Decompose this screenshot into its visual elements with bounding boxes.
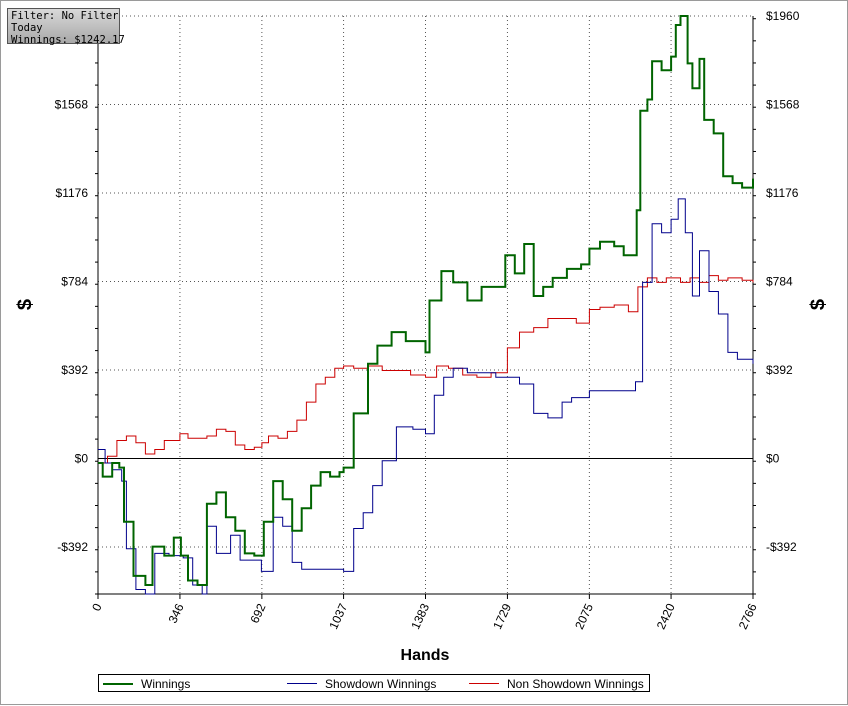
x-tick-label: 1037 xyxy=(326,601,350,631)
y-axis-label-left: $ xyxy=(14,298,37,311)
y-tick-label-left: $1568 xyxy=(55,98,89,112)
x-tick-label: 0 xyxy=(89,601,105,613)
series-lines xyxy=(98,15,754,595)
series-non-showdown-line xyxy=(98,275,754,464)
x-tick-label: 692 xyxy=(247,601,268,625)
legend-swatch-winnings xyxy=(103,682,133,685)
info-box: Filter: No Filter Today Winnings: $1242.… xyxy=(7,8,125,46)
x-tick-label: 2075 xyxy=(572,601,596,631)
x-axis-label: Hands xyxy=(400,647,450,664)
x-tick-label: 2420 xyxy=(654,601,678,631)
legend: Winnings Showdown Winnings Non Showdown … xyxy=(98,674,650,692)
y-tick-label-right: $1568 xyxy=(766,98,800,112)
info-winnings: Winnings: $1242.17 xyxy=(11,34,125,46)
legend-item-winnings: Winnings xyxy=(103,676,190,692)
x-tick-label: 346 xyxy=(165,601,186,625)
legend-swatch-showdown xyxy=(287,683,317,685)
info-filter: Filter: No Filter xyxy=(11,10,119,22)
legend-item-non-showdown: Non Showdown Winnings xyxy=(469,676,644,692)
legend-label-winnings: Winnings xyxy=(141,677,191,691)
x-tick-label: 1729 xyxy=(490,601,514,631)
y-tick-label-right: -$392 xyxy=(766,540,797,554)
y-axis-label-right: $ xyxy=(807,298,830,311)
y-tick-label-left: $784 xyxy=(61,275,88,289)
x-tick-label: 1383 xyxy=(408,601,432,631)
legend-item-showdown: Showdown Winnings xyxy=(287,676,436,692)
y-tick-label-left: $392 xyxy=(61,363,88,377)
y-tick-label-left: $1176 xyxy=(56,186,89,200)
y-tick-label-right: $1176 xyxy=(766,186,799,200)
y-tick-label-right: $1960 xyxy=(766,9,800,23)
y-tick-label-right: $0 xyxy=(766,452,780,466)
series-showdown-line xyxy=(98,198,754,595)
y-tick-label-right: $392 xyxy=(766,363,793,377)
x-tick-label: 2766 xyxy=(736,601,760,631)
info-period: Today xyxy=(11,22,43,34)
grid xyxy=(98,15,753,594)
legend-label-showdown: Showdown Winnings xyxy=(325,677,437,691)
legend-label-non-showdown: Non Showdown Winnings xyxy=(507,677,644,691)
legend-swatch-non-showdown xyxy=(469,683,499,685)
series-winnings-line xyxy=(98,15,754,586)
y-tick-label-left: -$392 xyxy=(57,540,88,554)
y-tick-label-right: $784 xyxy=(766,275,793,289)
y-tick-label-left: $0 xyxy=(75,452,89,466)
